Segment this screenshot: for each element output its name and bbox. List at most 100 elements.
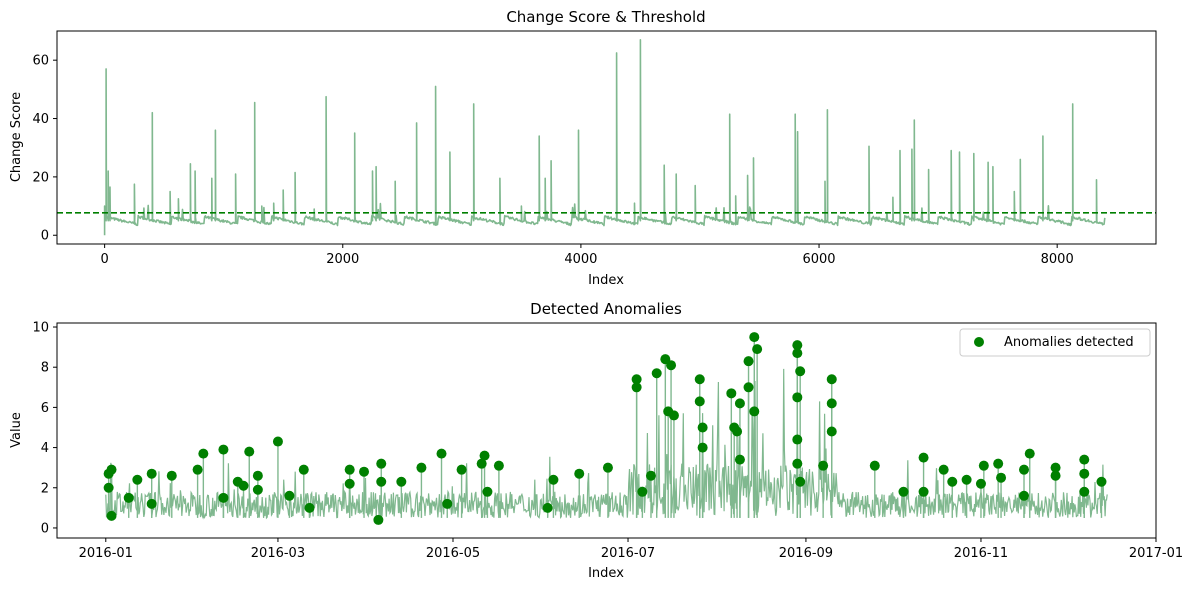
anomaly-point <box>436 448 447 459</box>
y-tick-label: 10 <box>32 321 49 336</box>
anomaly-point <box>376 458 387 469</box>
anomaly-point <box>252 484 263 495</box>
x-ticks: 0 2000 4000 6000 8000 <box>100 244 1074 267</box>
anomaly-point <box>548 474 559 485</box>
anomaly-point <box>166 470 177 481</box>
anomaly-point <box>359 466 370 477</box>
x-axis-label: Index <box>588 273 624 288</box>
anomaly-point <box>1079 486 1090 497</box>
y-tick-label: 8 <box>41 361 49 376</box>
anomaly-point <box>826 426 837 437</box>
anomaly-point <box>482 486 493 497</box>
anomaly-markers <box>103 332 1107 525</box>
anomaly-point <box>344 478 355 489</box>
y-tick-label: 0 <box>41 229 49 244</box>
anomaly-point <box>918 486 929 497</box>
anomaly-point <box>244 446 255 457</box>
change-score-line <box>103 39 1106 236</box>
legend: Anomalies detected <box>959 328 1151 357</box>
anomaly-point <box>975 478 986 489</box>
anomaly-point <box>1050 462 1061 473</box>
anomaly-point <box>795 366 806 377</box>
y-axis-label: Change Score <box>9 92 24 182</box>
anomaly-point <box>743 382 754 393</box>
anomaly-point <box>631 382 642 393</box>
anomaly-point <box>792 348 803 359</box>
anomaly-point <box>792 458 803 469</box>
anomaly-point <box>743 356 754 367</box>
x-tick-label: 0 <box>100 252 108 267</box>
anomaly-point <box>456 464 467 475</box>
value-series <box>105 368 1108 520</box>
anomaly-point <box>996 472 1007 483</box>
y-tick-label: 6 <box>41 401 49 416</box>
change-score-series <box>103 39 1106 236</box>
anomaly-point <box>298 464 309 475</box>
y-tick-label: 20 <box>32 170 49 185</box>
anomaly-point <box>938 464 949 475</box>
anomaly-point <box>792 340 803 351</box>
anomaly-point <box>304 502 315 513</box>
anomaly-point <box>106 510 117 521</box>
anomaly-point <box>826 398 837 409</box>
x-tick-label: 2016-05 <box>426 546 480 561</box>
anomaly-point <box>1079 468 1090 479</box>
anomaly-point <box>103 482 114 493</box>
anomaly-point <box>668 410 679 421</box>
anomaly-point <box>947 476 958 487</box>
anomaly-point <box>198 448 209 459</box>
anomaly-point <box>795 476 806 487</box>
anomaly-point <box>272 436 283 447</box>
y-tick-label: 2 <box>41 481 49 496</box>
anomaly-point <box>869 460 880 471</box>
x-tick-label: 2000 <box>326 252 359 267</box>
anomaly-point <box>666 360 677 371</box>
legend-marker <box>974 337 984 347</box>
anomaly-point <box>752 344 763 355</box>
anomaly-point <box>344 464 355 475</box>
anomaly-point <box>218 492 229 503</box>
x-tick-label: 2017-01 <box>1129 546 1183 561</box>
x-tick-label: 2016-07 <box>601 546 655 561</box>
anomaly-point <box>749 332 760 343</box>
anomaly-point <box>1079 454 1090 465</box>
value-line <box>105 368 1108 520</box>
anomaly-point <box>132 474 143 485</box>
x-tick-label: 8000 <box>1041 252 1074 267</box>
axes-frame <box>56 30 1157 245</box>
anomaly-point <box>574 468 585 479</box>
anomaly-point <box>218 444 229 455</box>
anomaly-point <box>238 480 249 491</box>
x-tick-label: 2016-03 <box>251 546 305 561</box>
anomaly-point <box>792 434 803 445</box>
y-ticks: 0 2 4 6 8 10 <box>32 321 57 536</box>
anomaly-point <box>252 470 263 481</box>
anomaly-point <box>749 406 760 417</box>
anomaly-point <box>792 392 803 403</box>
anomaly-point <box>476 458 487 469</box>
x-tick-label: 4000 <box>564 252 597 267</box>
y-tick-label: 60 <box>32 54 49 69</box>
anomaly-point <box>651 368 662 379</box>
anomaly-point <box>993 458 1004 469</box>
x-ticks: 2016-01 2016-03 2016-05 2016-07 2016-09 2016-… <box>79 538 1183 561</box>
y-axis-label: Value <box>9 412 24 448</box>
x-tick-label: 2016-01 <box>79 546 133 561</box>
anomaly-point <box>146 468 157 479</box>
anomaly-point <box>479 450 490 461</box>
y-tick-label: 40 <box>32 112 49 127</box>
anomaly-point <box>284 490 295 501</box>
anomaly-point <box>978 460 989 471</box>
anomaly-point <box>123 492 134 503</box>
anomaly-point <box>146 498 157 509</box>
anomaly-point <box>734 454 745 465</box>
anomaly-point <box>961 474 972 485</box>
change-score-panel: 0 2000 4000 6000 8000 0 20 40 60 Change Score &… <box>9 8 1157 288</box>
legend-label: Anomalies detected <box>1004 335 1134 350</box>
anomaly-point <box>542 502 553 513</box>
anomaly-point <box>726 388 737 399</box>
anomaly-point <box>192 464 203 475</box>
anomaly-point <box>376 476 387 487</box>
anomaly-point <box>697 442 708 453</box>
